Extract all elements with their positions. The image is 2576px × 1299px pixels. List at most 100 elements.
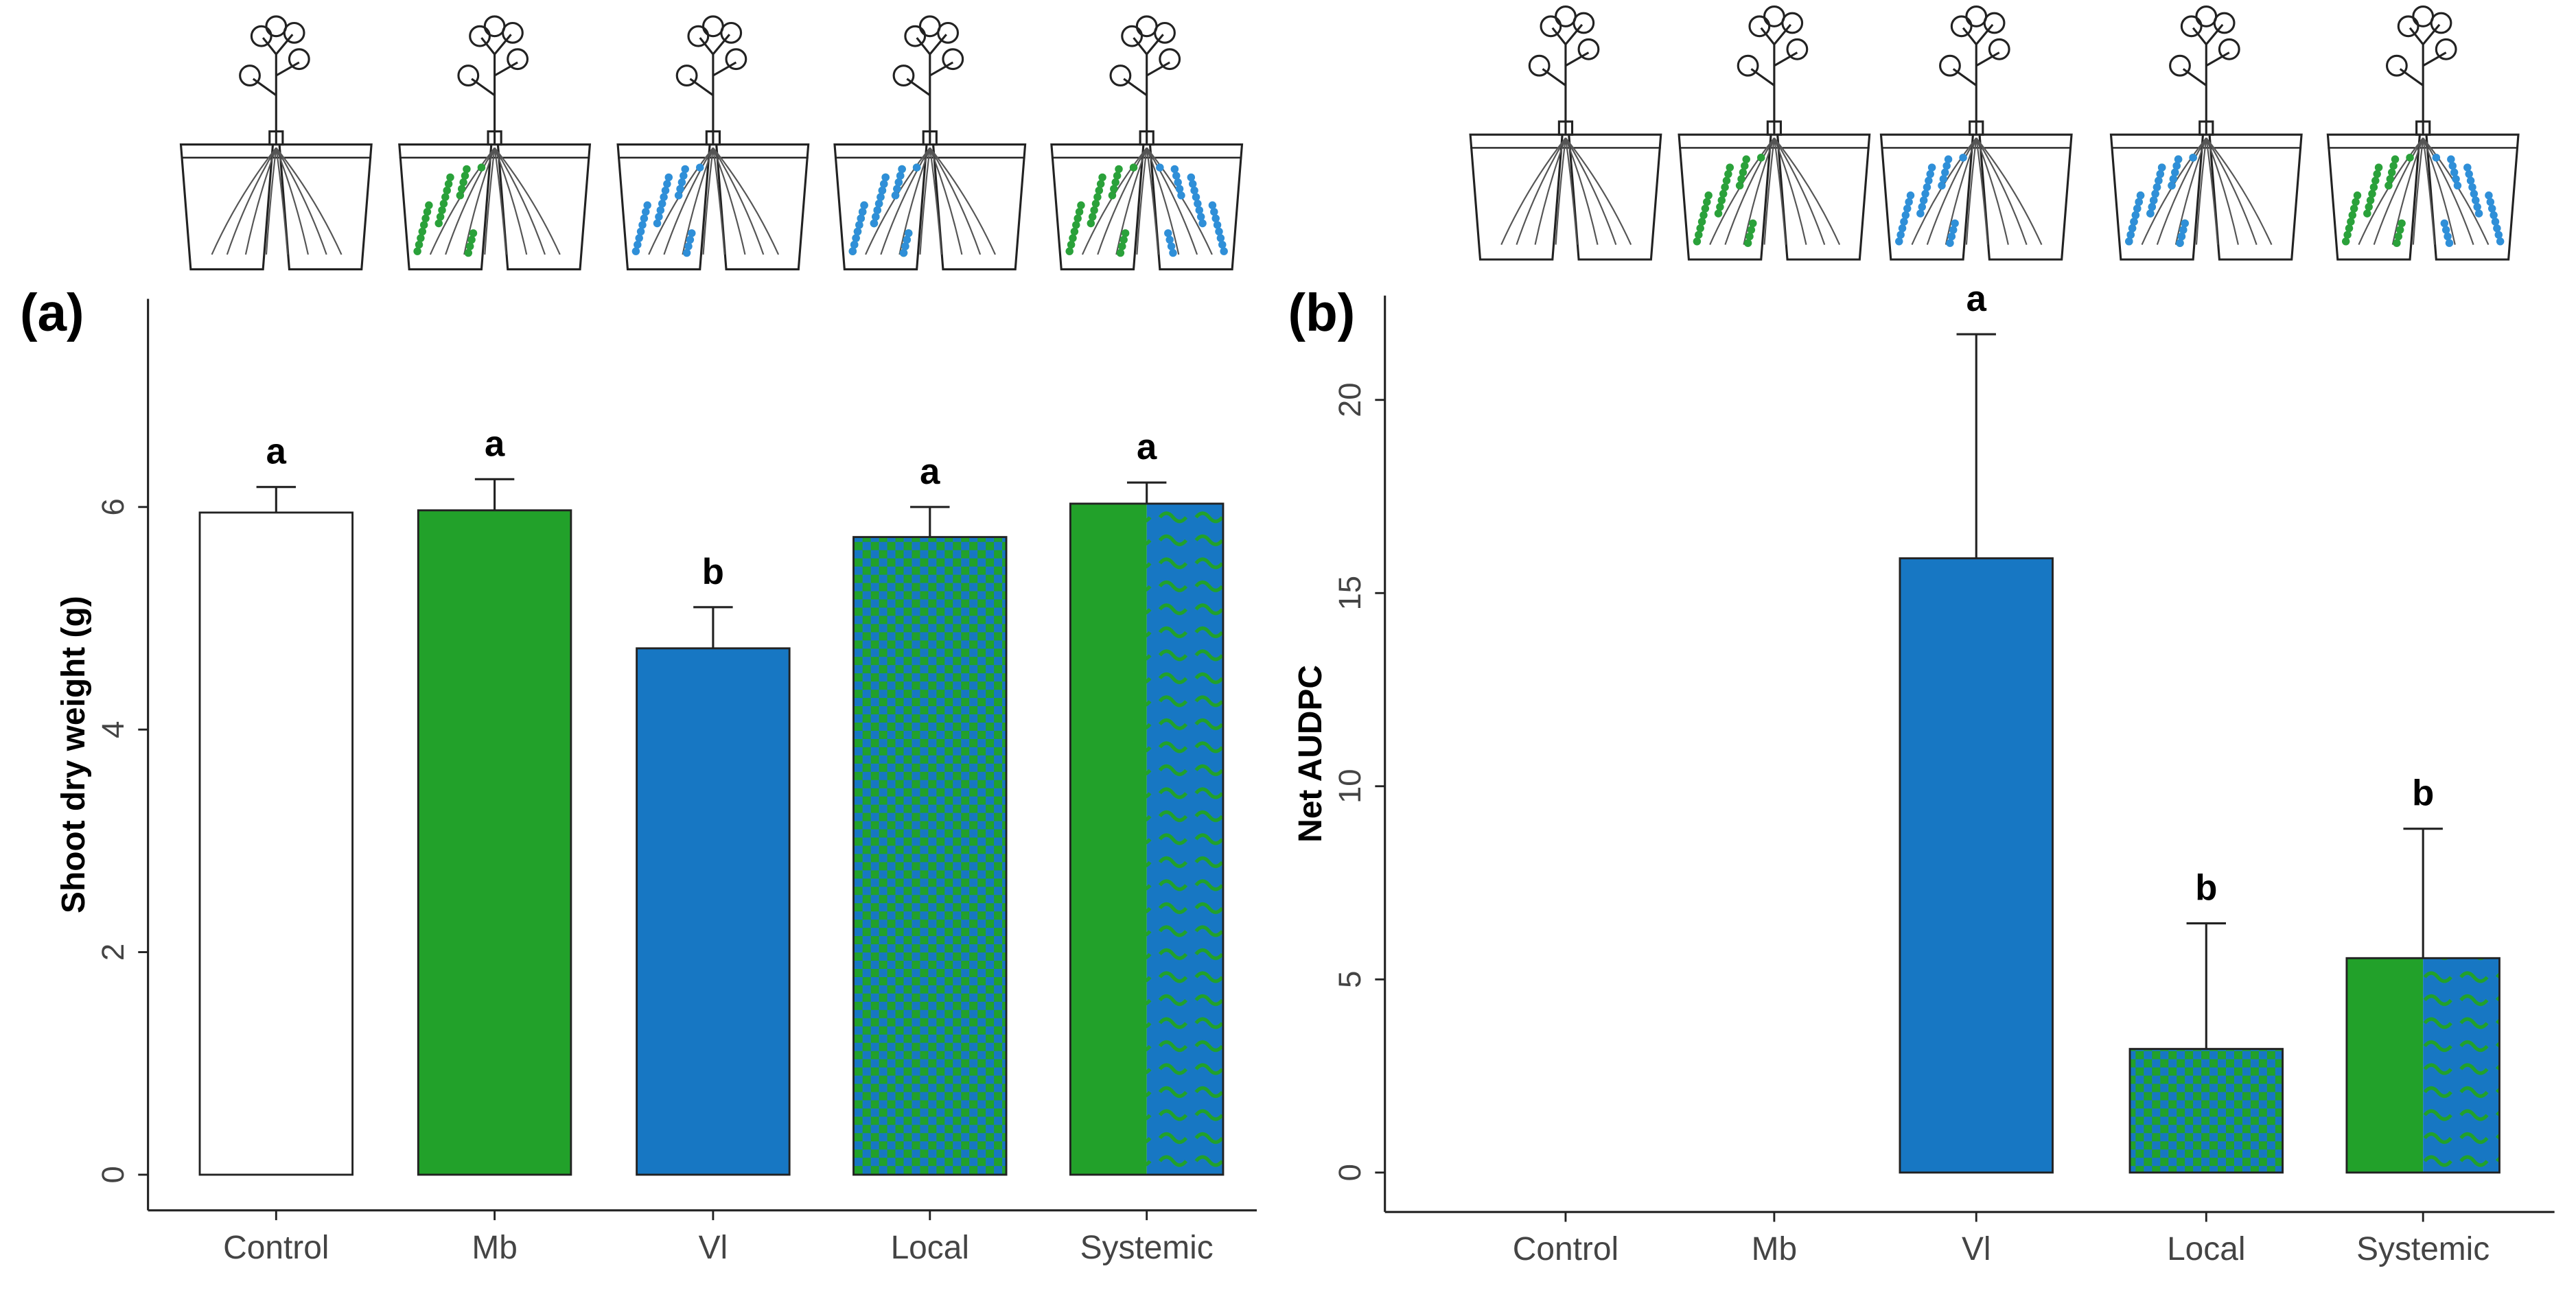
spore bbox=[1113, 172, 1122, 180]
spore bbox=[1942, 161, 1951, 170]
leaf bbox=[265, 15, 288, 38]
spore bbox=[881, 173, 890, 182]
spore bbox=[903, 235, 912, 244]
root bbox=[2422, 137, 2490, 246]
spore bbox=[469, 229, 478, 237]
root bbox=[682, 148, 714, 255]
spore bbox=[461, 172, 469, 180]
root bbox=[244, 148, 277, 255]
pot-illustration bbox=[1050, 15, 1244, 271]
root bbox=[1136, 148, 1148, 255]
root bbox=[1975, 137, 2009, 245]
stem bbox=[471, 34, 518, 145]
spore bbox=[1198, 219, 1207, 228]
spore bbox=[2128, 224, 2137, 233]
spore bbox=[2465, 169, 2473, 178]
leaf bbox=[2180, 15, 2203, 38]
spore bbox=[2441, 226, 2450, 234]
spore bbox=[436, 213, 445, 221]
spore bbox=[2349, 204, 2358, 213]
root bbox=[1565, 137, 1617, 245]
spore bbox=[1195, 206, 1204, 215]
spore bbox=[2490, 211, 2498, 220]
spore bbox=[425, 201, 433, 209]
spore bbox=[446, 173, 454, 182]
spore bbox=[2447, 155, 2455, 163]
root bbox=[275, 147, 309, 255]
root bbox=[1773, 137, 1787, 245]
spore bbox=[1167, 242, 1176, 250]
spore bbox=[1093, 193, 1102, 201]
root bbox=[929, 148, 942, 255]
stem bbox=[1952, 23, 2000, 135]
spore bbox=[1898, 224, 1907, 233]
spore bbox=[1735, 181, 1744, 190]
significance-letter: a bbox=[1966, 279, 1987, 319]
spore bbox=[417, 234, 425, 242]
spore bbox=[2347, 218, 2355, 226]
x-tick-label: Mb bbox=[1752, 1231, 1797, 1267]
root bbox=[1516, 137, 1566, 245]
spore bbox=[1164, 229, 1172, 237]
root bbox=[1534, 137, 1566, 245]
spore bbox=[896, 172, 905, 180]
spore bbox=[2491, 218, 2500, 226]
spore bbox=[1938, 181, 1946, 190]
spore bbox=[1210, 207, 1218, 216]
spore bbox=[1095, 186, 1104, 195]
spore bbox=[415, 240, 423, 249]
spore bbox=[643, 201, 651, 209]
spore bbox=[873, 206, 881, 215]
spore bbox=[2146, 209, 2155, 218]
spore bbox=[2486, 198, 2495, 207]
root bbox=[1115, 148, 1148, 255]
pot-illustration bbox=[2109, 5, 2303, 261]
spore bbox=[681, 165, 689, 174]
spore bbox=[631, 247, 640, 255]
leaf bbox=[675, 65, 698, 87]
pot bbox=[1678, 133, 1772, 261]
spore bbox=[2155, 176, 2163, 185]
spore bbox=[1923, 183, 1931, 191]
spore bbox=[1169, 248, 1177, 257]
spore bbox=[2468, 183, 2476, 191]
spore bbox=[1906, 191, 1915, 200]
root bbox=[702, 148, 714, 255]
spore bbox=[413, 247, 421, 255]
spore bbox=[880, 180, 888, 188]
root bbox=[1564, 137, 1599, 245]
spore bbox=[2466, 176, 2475, 185]
spore bbox=[874, 200, 883, 208]
significance-letter: b bbox=[702, 552, 724, 592]
spore bbox=[1716, 202, 1724, 211]
root bbox=[712, 148, 726, 255]
spore bbox=[2393, 239, 2401, 247]
stem bbox=[2399, 23, 2447, 135]
spore bbox=[1724, 169, 1732, 178]
spore bbox=[660, 193, 668, 201]
spore bbox=[1926, 169, 1934, 178]
root bbox=[1146, 147, 1213, 255]
spore bbox=[2395, 226, 2404, 234]
root bbox=[898, 148, 931, 255]
spore bbox=[1192, 193, 1200, 201]
stem bbox=[252, 34, 300, 145]
spore bbox=[2130, 218, 2138, 226]
spore bbox=[2172, 161, 2181, 170]
spore bbox=[684, 242, 693, 250]
leaf bbox=[1135, 15, 1158, 38]
spore bbox=[1087, 219, 1095, 228]
spore bbox=[1749, 219, 1757, 228]
root bbox=[463, 148, 496, 255]
spore bbox=[655, 213, 663, 221]
spore bbox=[1905, 198, 1913, 207]
root bbox=[2373, 137, 2424, 245]
spore bbox=[2151, 189, 2159, 198]
leaf bbox=[469, 25, 491, 47]
stem bbox=[2182, 23, 2230, 135]
spore bbox=[1172, 172, 1181, 180]
spore bbox=[682, 248, 691, 257]
spore bbox=[686, 235, 695, 244]
spore bbox=[640, 214, 649, 223]
